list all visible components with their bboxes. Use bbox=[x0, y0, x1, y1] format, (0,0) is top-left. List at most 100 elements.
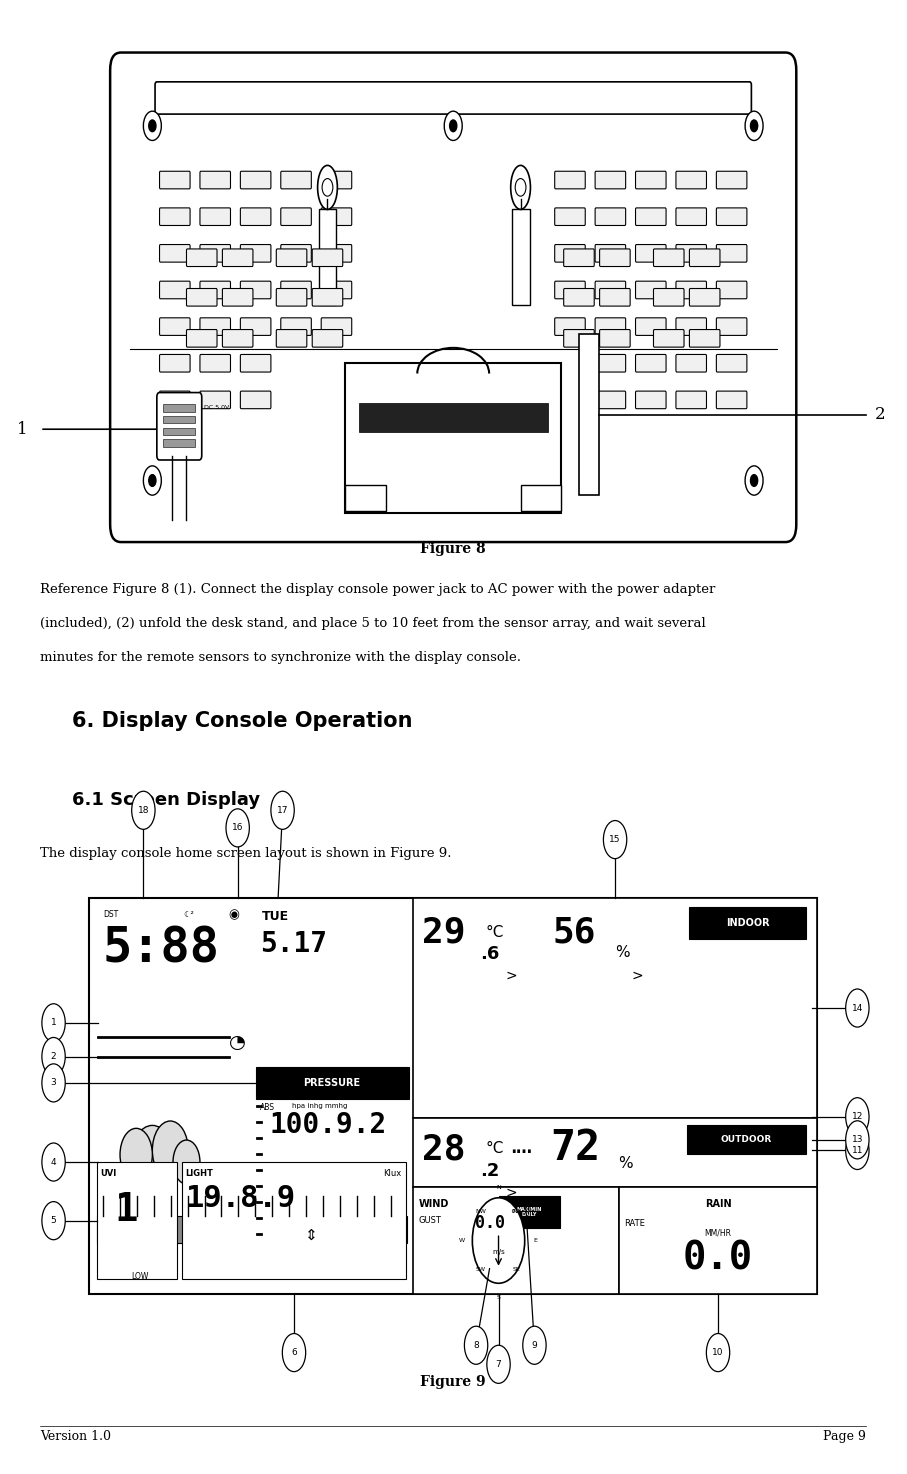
FancyBboxPatch shape bbox=[157, 392, 201, 460]
FancyBboxPatch shape bbox=[636, 171, 666, 189]
FancyBboxPatch shape bbox=[240, 208, 271, 226]
FancyBboxPatch shape bbox=[312, 289, 343, 307]
FancyBboxPatch shape bbox=[595, 171, 626, 189]
FancyBboxPatch shape bbox=[200, 391, 230, 408]
Text: 4: 4 bbox=[51, 1157, 56, 1166]
FancyBboxPatch shape bbox=[600, 249, 630, 267]
Text: ◔: ◔ bbox=[229, 1033, 246, 1052]
Circle shape bbox=[522, 1327, 546, 1365]
FancyBboxPatch shape bbox=[160, 245, 190, 262]
Text: 0.0: 0.0 bbox=[474, 1215, 504, 1232]
FancyBboxPatch shape bbox=[240, 171, 271, 189]
Text: 19.8.9: 19.8.9 bbox=[186, 1184, 296, 1213]
Bar bbox=[163, 416, 196, 423]
Text: E: E bbox=[533, 1238, 538, 1243]
FancyBboxPatch shape bbox=[160, 391, 190, 408]
Text: m/s: m/s bbox=[493, 1250, 505, 1256]
FancyBboxPatch shape bbox=[555, 318, 585, 336]
FancyBboxPatch shape bbox=[563, 289, 594, 307]
FancyBboxPatch shape bbox=[636, 354, 666, 371]
Text: S: S bbox=[497, 1296, 501, 1300]
Circle shape bbox=[42, 1142, 65, 1181]
FancyBboxPatch shape bbox=[160, 208, 190, 226]
Text: 17: 17 bbox=[277, 806, 288, 815]
Circle shape bbox=[745, 466, 763, 495]
FancyBboxPatch shape bbox=[200, 318, 230, 336]
Bar bbox=[163, 439, 196, 447]
Text: >: > bbox=[506, 1185, 517, 1200]
FancyBboxPatch shape bbox=[281, 171, 311, 189]
Text: 7: 7 bbox=[495, 1361, 502, 1369]
FancyBboxPatch shape bbox=[200, 354, 230, 371]
Text: 56: 56 bbox=[552, 915, 596, 949]
Text: ◉: ◉ bbox=[229, 908, 239, 921]
FancyBboxPatch shape bbox=[281, 245, 311, 262]
Text: 9: 9 bbox=[532, 1341, 537, 1350]
Circle shape bbox=[750, 475, 757, 486]
Bar bbox=[182, 1162, 406, 1279]
Text: PRESSURE: PRESSURE bbox=[304, 1077, 361, 1088]
Bar bbox=[359, 402, 548, 432]
Text: ☾²: ☾² bbox=[184, 909, 194, 918]
FancyBboxPatch shape bbox=[222, 330, 253, 348]
Circle shape bbox=[845, 1120, 869, 1159]
Text: 1: 1 bbox=[114, 1191, 138, 1229]
Circle shape bbox=[745, 111, 763, 140]
Text: Version 1.0: Version 1.0 bbox=[40, 1430, 111, 1443]
FancyBboxPatch shape bbox=[717, 171, 746, 189]
Text: 8: 8 bbox=[473, 1341, 479, 1350]
Text: Klux: Klux bbox=[384, 1169, 402, 1178]
Bar bbox=[97, 1162, 178, 1279]
Circle shape bbox=[132, 792, 155, 830]
FancyBboxPatch shape bbox=[676, 245, 707, 262]
Text: .6: .6 bbox=[481, 945, 500, 963]
Circle shape bbox=[845, 1098, 869, 1136]
Circle shape bbox=[707, 1334, 730, 1372]
Text: 28: 28 bbox=[422, 1132, 465, 1166]
Text: W: W bbox=[459, 1238, 464, 1243]
FancyBboxPatch shape bbox=[717, 208, 746, 226]
Circle shape bbox=[42, 1064, 65, 1103]
Text: 18: 18 bbox=[138, 806, 149, 815]
FancyBboxPatch shape bbox=[717, 318, 746, 336]
Circle shape bbox=[152, 1122, 189, 1179]
Bar bbox=[619, 1187, 817, 1294]
Text: WIND: WIND bbox=[419, 1198, 449, 1209]
FancyBboxPatch shape bbox=[555, 171, 585, 189]
Text: 5:88: 5:88 bbox=[103, 924, 220, 973]
Ellipse shape bbox=[317, 165, 337, 209]
FancyBboxPatch shape bbox=[312, 330, 343, 348]
FancyBboxPatch shape bbox=[595, 208, 626, 226]
FancyBboxPatch shape bbox=[200, 282, 230, 299]
FancyBboxPatch shape bbox=[676, 354, 707, 371]
Text: DC 5.0V: DC 5.0V bbox=[204, 405, 229, 410]
FancyBboxPatch shape bbox=[689, 249, 720, 267]
Text: GUST: GUST bbox=[419, 1216, 442, 1225]
Bar bbox=[414, 1187, 619, 1294]
Text: RATE: RATE bbox=[625, 1219, 646, 1228]
Bar bbox=[579, 335, 599, 495]
Circle shape bbox=[487, 1346, 511, 1384]
FancyBboxPatch shape bbox=[600, 289, 630, 307]
Text: Page 9: Page 9 bbox=[824, 1430, 866, 1443]
Text: %: % bbox=[618, 1156, 632, 1170]
Circle shape bbox=[444, 111, 463, 140]
Text: ⇕: ⇕ bbox=[305, 1228, 317, 1243]
Text: 10: 10 bbox=[712, 1349, 724, 1358]
Text: Figure 9: Figure 9 bbox=[421, 1375, 486, 1389]
Text: ABS: ABS bbox=[260, 1104, 275, 1113]
FancyBboxPatch shape bbox=[281, 208, 311, 226]
Circle shape bbox=[515, 178, 526, 196]
Text: 0.0: 0.0 bbox=[683, 1240, 753, 1278]
FancyBboxPatch shape bbox=[155, 83, 751, 113]
FancyBboxPatch shape bbox=[653, 249, 684, 267]
Circle shape bbox=[130, 1126, 175, 1198]
Text: 6: 6 bbox=[291, 1349, 297, 1358]
Text: N: N bbox=[496, 1185, 501, 1190]
Text: 6. Display Console Operation: 6. Display Console Operation bbox=[72, 710, 412, 731]
Text: LIGHT: LIGHT bbox=[186, 1169, 213, 1178]
Ellipse shape bbox=[511, 165, 531, 209]
FancyBboxPatch shape bbox=[277, 289, 307, 307]
FancyBboxPatch shape bbox=[321, 282, 352, 299]
FancyBboxPatch shape bbox=[676, 208, 707, 226]
